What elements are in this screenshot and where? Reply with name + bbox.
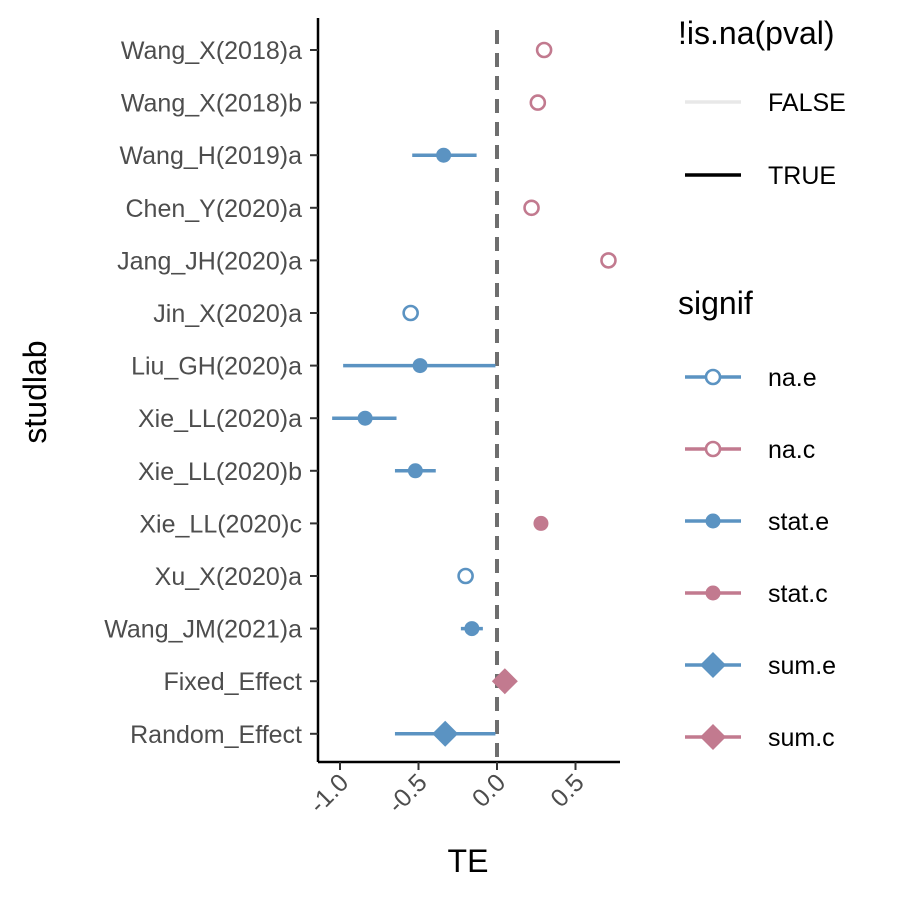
legend-label: sum.c — [768, 724, 835, 752]
legend-label: stat.e — [768, 508, 829, 536]
point-estimate — [535, 41, 553, 59]
legend-title-pval: !is.na(pval) — [678, 15, 835, 51]
y-tick-label: Wang_X(2018)a — [121, 37, 302, 65]
legend-key-symbol — [700, 652, 726, 678]
point-estimate — [412, 358, 428, 374]
x-axis-title: TE — [448, 843, 489, 879]
legend-key-symbol — [704, 368, 722, 386]
legend-key-symbol — [705, 585, 721, 601]
point-estimate — [533, 515, 549, 531]
x-tick-label: 0.5 — [545, 768, 589, 812]
point-estimate — [523, 199, 540, 217]
y-axis-title: studlab — [17, 340, 53, 443]
point-estimate — [436, 147, 452, 163]
y-tick-label: Xie_LL(2020)b — [138, 458, 302, 486]
legend-label: stat.c — [768, 580, 828, 608]
legend-key-symbol — [705, 513, 721, 529]
y-tick-label: Wang_H(2019)a — [119, 142, 302, 170]
y-tick-label: Fixed_Effect — [163, 668, 302, 696]
legend-title-signif: signif — [678, 285, 753, 321]
legend-label: na.c — [768, 436, 815, 464]
y-tick-label: Liu_GH(2020)a — [131, 353, 302, 381]
x-tick-label: 0.0 — [467, 768, 511, 812]
legend-label: na.e — [768, 364, 817, 392]
y-tick-label: Jin_X(2020)a — [153, 300, 302, 328]
point-estimate — [457, 567, 474, 585]
y-tick-label: Wang_JM(2021)a — [104, 616, 302, 644]
legend-key-symbol — [704, 440, 722, 458]
point-estimate — [407, 463, 423, 479]
plot-area — [332, 30, 617, 762]
point-estimate — [600, 252, 617, 269]
y-tick-label: Xie_LL(2020)c — [139, 510, 302, 538]
summary-diamond — [491, 668, 518, 695]
point-estimate — [357, 410, 373, 426]
x-tick-label: -1.0 — [304, 768, 354, 818]
y-tick-label: Random_Effect — [130, 721, 302, 749]
summary-diamond — [432, 720, 459, 747]
point-estimate — [529, 94, 547, 111]
y-axis: Wang_X(2018)a Wang_X(2018)b Wang_H(2019)a C… — [104, 18, 320, 762]
legend: !is.na(pval) FALSE TRUE signif na.e na.c stat.… — [678, 15, 846, 752]
y-tick-label: Xu_X(2020)a — [155, 563, 302, 591]
point-estimate — [464, 621, 480, 637]
y-tick-label: Wang_X(2018)b — [121, 90, 302, 118]
y-tick-label: Chen_Y(2020)a — [125, 195, 302, 223]
y-tick-label: Jang_JH(2020)a — [117, 247, 302, 275]
legend-label: sum.e — [768, 652, 836, 680]
y-tick-label: Xie_LL(2020)a — [138, 405, 302, 433]
legend-label: TRUE — [768, 162, 836, 190]
x-tick-label: -0.5 — [382, 768, 432, 818]
point-estimate — [402, 304, 419, 322]
legend-label: FALSE — [768, 89, 846, 117]
x-axis: -1.0 -0.5 0.0 0.5 — [304, 760, 620, 819]
legend-key-symbol — [700, 724, 726, 750]
